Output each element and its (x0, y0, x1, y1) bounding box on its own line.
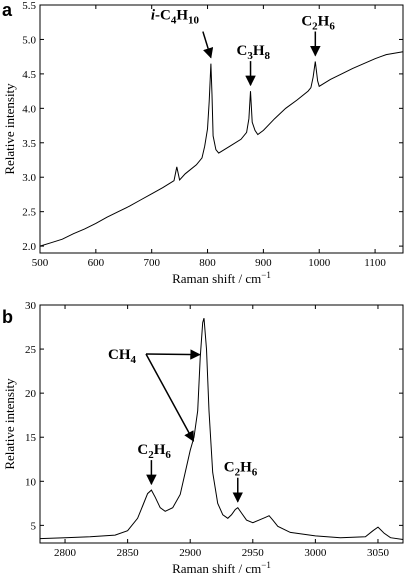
peak-label: C2H6 (224, 460, 258, 479)
peak-arrow (145, 353, 195, 442)
y-tick-label: 20 (25, 388, 37, 400)
x-tick-label: 3000 (304, 547, 327, 559)
panel-b: b 2800 2850 2900 2950 3000 3050 5 10 15 20 25 30 Rama… (2, 300, 404, 576)
x-tick-label: 500 (32, 257, 49, 269)
y-tick-label: 4.5 (22, 69, 36, 81)
y-tick-label: 5.5 (22, 0, 36, 12)
y-tick-label: 2.5 (22, 207, 36, 219)
x-tick-label: 2900 (179, 547, 202, 559)
y-tick-label: 25 (25, 344, 37, 356)
y-tick-label: 3.0 (22, 172, 36, 184)
x-tick-label: 1000 (308, 257, 331, 269)
y-tick-label: 5.0 (22, 34, 36, 46)
y-tick-label: 4.0 (22, 103, 36, 115)
x-tick-label: 2950 (242, 547, 265, 559)
peak-label: C2H6 (137, 442, 171, 461)
y-axis-title: Relative intensity (2, 83, 17, 175)
peak-label: C2H6 (301, 13, 335, 32)
panel-a: a 500 600 700 800 900 1000 1100 2.0 2.5 3.0 3.5 4.0 4… (2, 0, 404, 286)
x-tick-label: 800 (199, 257, 216, 269)
x-axis-title: Raman shift / cm−1 (172, 270, 271, 286)
peak-label: i-C4H10 (151, 8, 200, 27)
plot-frame (39, 304, 404, 544)
y-tick-label: 10 (25, 476, 37, 488)
spectrum-line (39, 318, 404, 540)
y-tick-label: 2.0 (22, 241, 36, 253)
y-tick-label: 30 (25, 300, 37, 312)
x-tick-label: 600 (88, 257, 105, 269)
x-tick-label: 1100 (364, 257, 386, 269)
panel-letter: a (2, 0, 13, 20)
x-tick-label: 700 (143, 257, 160, 269)
x-tick-label: 3050 (367, 547, 390, 559)
peak-label-ch4: CH4 (108, 347, 137, 366)
x-tick-label: 2800 (54, 547, 77, 559)
y-tick-label: 3.5 (22, 138, 36, 150)
plot-frame (39, 4, 404, 254)
x-axis-title: Raman shift / cm−1 (172, 560, 271, 576)
peak-arrow (202, 31, 214, 59)
y-tick-label: 15 (25, 432, 37, 444)
panel-letter: b (2, 307, 13, 327)
y-axis-title: Relative intensity (2, 378, 17, 470)
peak-label: C3H8 (237, 43, 271, 62)
spectrum-line (39, 51, 404, 247)
x-tick-label: 900 (255, 257, 272, 269)
y-tick-label: 5 (31, 520, 37, 532)
peak-arrow (145, 349, 201, 360)
x-tick-label: 2850 (117, 547, 140, 559)
